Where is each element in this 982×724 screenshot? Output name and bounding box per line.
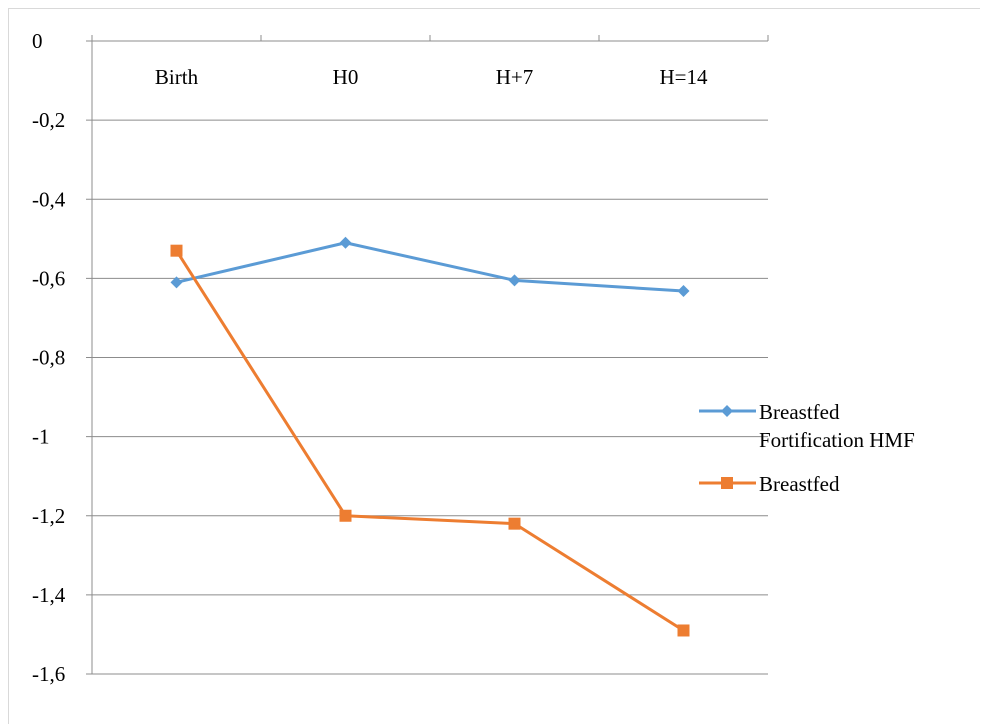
category-label: Birth <box>155 65 199 89</box>
axes <box>86 35 769 675</box>
legend-label: Breastfed <box>759 400 840 424</box>
y-tick-label: -0,8 <box>32 346 65 370</box>
chart-frame <box>8 8 980 724</box>
legend: Breastfed Fortification HMF Breastfed <box>699 400 915 496</box>
data-point <box>339 236 352 249</box>
gridlines <box>92 119 768 675</box>
y-tick-labels: 0 -0,2 -0,4 -0,6 -0,8 -1 -1,2 -1,4 -1,6 <box>32 29 66 686</box>
series <box>170 236 690 637</box>
y-tick-label: -1,6 <box>32 662 65 686</box>
y-tick-label: 0 <box>32 29 43 53</box>
legend-label: Breastfed <box>759 472 840 496</box>
y-tick-label: -0,2 <box>32 108 65 132</box>
data-point <box>508 274 521 287</box>
y-tick-label: -0,6 <box>32 266 65 290</box>
category-label: H0 <box>333 65 359 89</box>
legend-label: Fortification HMF <box>759 428 915 452</box>
data-point <box>339 509 352 522</box>
series-line <box>176 241 684 293</box>
y-tick-label: -0,4 <box>32 187 66 211</box>
series-line <box>175 249 685 632</box>
category-label: H=14 <box>659 65 708 89</box>
data-point <box>508 517 521 530</box>
y-tick-label: -1,4 <box>32 583 66 607</box>
data-point <box>170 244 183 257</box>
legend-marker <box>721 477 733 489</box>
data-point <box>677 285 690 298</box>
y-tick-label: -1,2 <box>32 504 65 528</box>
category-labels: Birth H0 H+7 H=14 <box>155 65 708 89</box>
legend-marker <box>721 405 733 417</box>
data-point <box>170 276 183 289</box>
y-tick-label: -1 <box>32 425 50 449</box>
data-point <box>677 624 690 637</box>
category-label: H+7 <box>496 65 534 89</box>
